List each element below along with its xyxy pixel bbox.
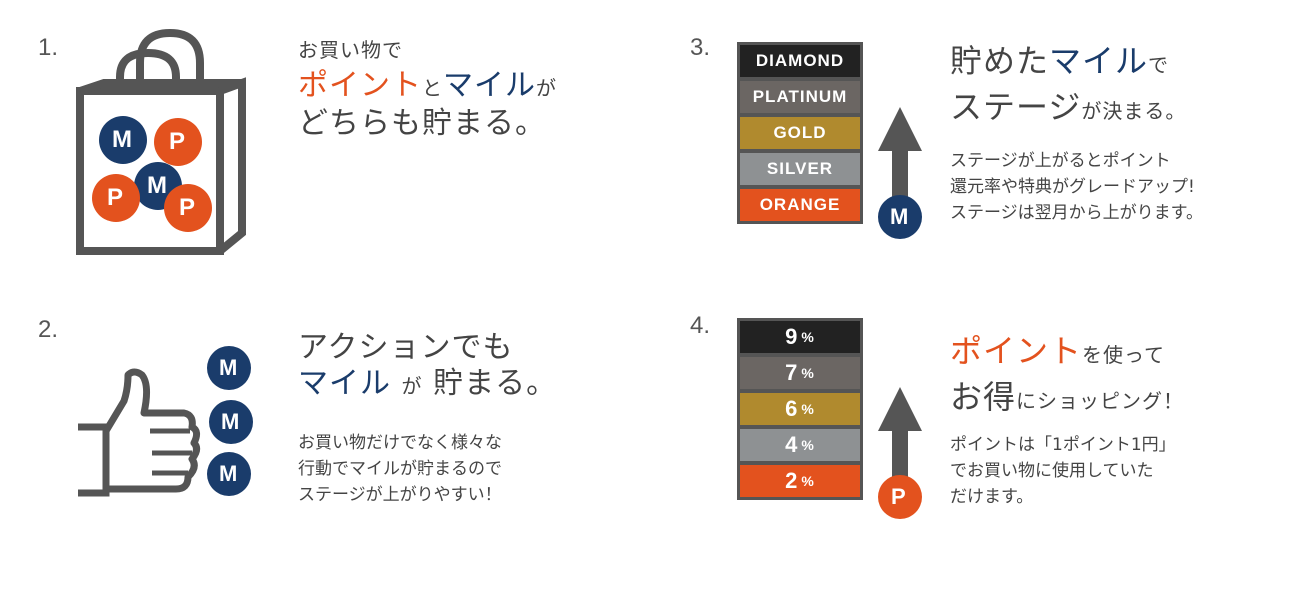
coin-m-icon <box>207 452 251 496</box>
item4-desc1: ポイントは「1ポイント1円」 <box>950 435 1176 455</box>
item1-line3: どちらも貯まる。 <box>298 106 546 141</box>
item2-mile-word: マイル <box>298 366 391 401</box>
item3-desc2: 還元率や特典がグレードアップ! <box>950 177 1195 197</box>
coin-p-label: P <box>169 128 186 155</box>
item2-heading: アクションでも マイル が 貯まる。 <box>298 330 557 404</box>
coin-p-icon <box>164 184 212 232</box>
item4-desc3: だけます。 <box>950 487 1034 507</box>
m-coins-stack <box>207 346 253 496</box>
item3-line2-b: が決まる。 <box>1081 99 1187 123</box>
item1-mile-word: マイル <box>443 68 536 103</box>
coin-m-icon <box>207 346 251 390</box>
stage-gold: GOLD <box>740 117 860 149</box>
coin-m-label: M <box>219 355 238 380</box>
stage-diamond: DIAMOND <box>740 45 860 77</box>
coin-m-icon <box>99 116 147 164</box>
item3-line1-a: 貯めた <box>950 42 1050 80</box>
coin-m-label: M <box>221 409 240 434</box>
rate-2: 2% <box>740 465 860 497</box>
item4-line1-rest: を使って <box>1082 343 1166 367</box>
rate-6: 6% <box>740 393 860 425</box>
item2-desc2: 行動でマイルが貯まるので <box>298 459 502 479</box>
item1-ga: が <box>536 76 557 100</box>
item1-point-word: ポイント <box>298 68 422 103</box>
item2-desc1: お買い物だけでなく様々な <box>298 433 502 453</box>
thumbs-up-icon <box>78 368 201 497</box>
item3-line2-a: ステージ <box>950 88 1082 126</box>
item4-line2-a: お得 <box>950 378 1017 416</box>
item4-point-word: ポイント <box>950 332 1083 370</box>
coin-m-label: M <box>219 461 238 486</box>
coin-m-label: M <box>112 126 132 153</box>
item2-number: 2. <box>38 316 59 343</box>
item2-rest: 貯まる。 <box>433 366 558 401</box>
coin-p-label: P <box>891 484 906 509</box>
item3-mile-word: マイル <box>1049 42 1149 80</box>
item3-number: 3. <box>690 34 711 61</box>
item1-heading: お買い物で ポイントとマイルが どちらも貯まる。 <box>298 30 557 142</box>
coin-p-icon <box>154 118 202 166</box>
item3-description: ステージが上がるとポイント 還元率や特典がグレードアップ! ステージは翌月から上… <box>950 148 1203 226</box>
item3-heading: 貯めたマイルで ステージが決まる。 <box>950 40 1186 132</box>
item1-to: と <box>422 76 443 100</box>
rate-7: 7% <box>740 357 860 389</box>
item2-description: お買い物だけでなく様々な 行動でマイルが貯まるので ステージが上がりやすい！ <box>298 430 502 508</box>
rate-9: 9% <box>740 321 860 353</box>
coin-m-icon <box>878 195 922 239</box>
item1-number: 1. <box>38 34 59 61</box>
coins-cluster <box>92 116 212 232</box>
coin-m-label: M <box>890 204 909 229</box>
item4-description: ポイントは「1ポイント1円」 でお買い物に使用していた だけます。 <box>950 432 1176 510</box>
item2-ga: が <box>401 374 423 398</box>
coin-p-icon <box>92 174 140 222</box>
rate-4: 4% <box>740 429 860 461</box>
up-arrow-icon <box>878 107 922 239</box>
up-arrow-icon <box>878 387 922 519</box>
item4-number: 4. <box>690 312 711 339</box>
rate-ladder: 9% 7% 6% 4% 2% <box>737 318 863 500</box>
item4-line2-b: にショッピング！ <box>1016 389 1185 413</box>
item3-desc3: ステージは翌月から上がります。 <box>950 203 1203 223</box>
coin-m-icon <box>209 400 253 444</box>
coin-p-label: P <box>179 194 196 221</box>
item4-desc2: でお買い物に使用していた <box>950 461 1154 481</box>
coin-p-label: P <box>107 184 124 211</box>
stage-silver: SILVER <box>740 153 860 185</box>
item1-line1: お買い物で <box>298 38 403 62</box>
item3-desc1: ステージが上がるとポイント <box>950 151 1171 171</box>
stage-orange: ORANGE <box>740 189 860 221</box>
stage-platinum: PLATINUM <box>740 81 860 113</box>
item2-line1: アクションでも <box>298 330 514 365</box>
coin-p-icon <box>878 475 922 519</box>
item2-desc3: ステージが上がりやすい！ <box>298 485 502 505</box>
stage-ladder: DIAMOND PLATINUM GOLD SILVER ORANGE <box>737 42 863 224</box>
coin-m-label: M <box>147 172 167 199</box>
item3-line1-b: で <box>1148 53 1170 77</box>
item4-heading: ポイントを使って お得にショッピング！ <box>950 330 1184 422</box>
